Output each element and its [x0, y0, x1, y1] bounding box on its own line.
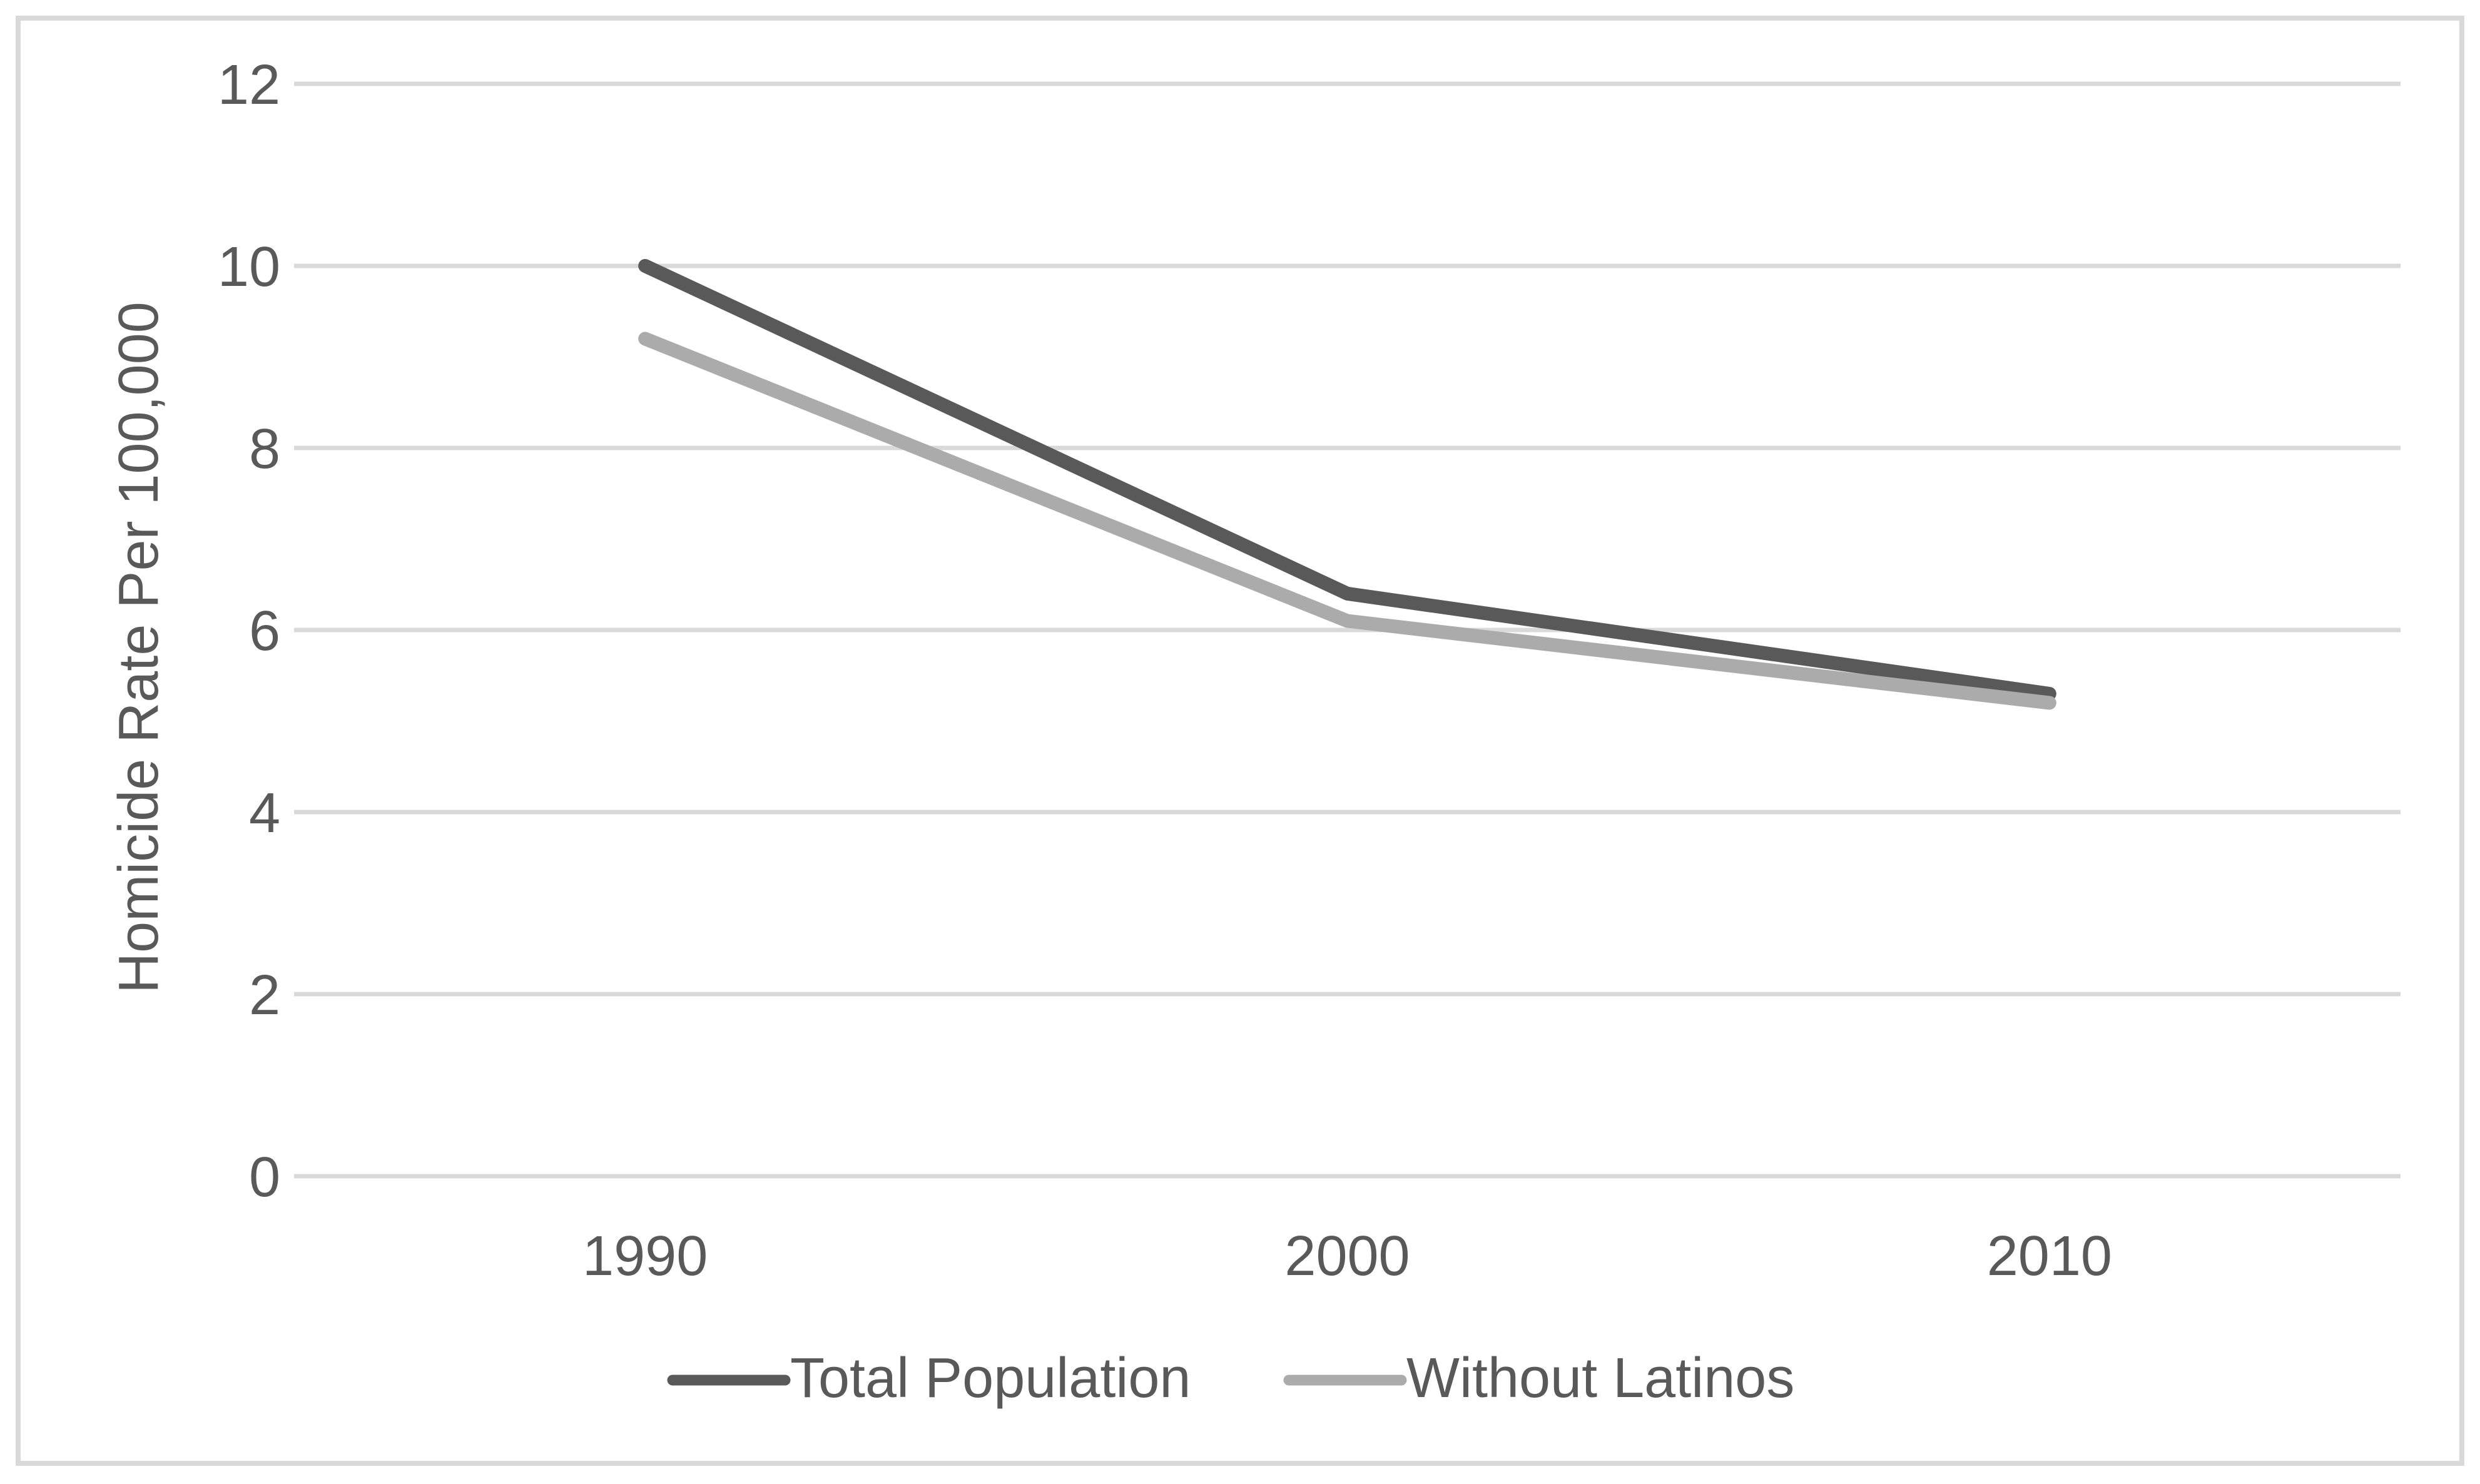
- y-axis-title: Homicide Rate Per 100,000: [108, 302, 170, 994]
- y-tick-label-0: 0: [249, 1146, 280, 1209]
- legend: Total Population Without Latinos: [667, 1347, 1794, 1410]
- series-line-total-population: [638, 259, 2056, 701]
- y-tick-label-4: 4: [249, 782, 280, 845]
- x-tick-label-2000: 2000: [1284, 1225, 1410, 1288]
- legend-label-total-population: Total Population: [790, 1347, 1191, 1410]
- y-tick-label-12: 12: [218, 54, 280, 116]
- y-tick-label-6: 6: [249, 600, 280, 663]
- x-tick-label-2010: 2010: [1987, 1225, 2112, 1288]
- y-tick-label-2: 2: [249, 964, 280, 1027]
- series-line-without-latinos: [638, 332, 2056, 710]
- y-axis-tick-labels: 0 2 4 6 8 10 12: [218, 54, 280, 1209]
- x-axis-tick-labels: 1990 2000 2010: [582, 1225, 2112, 1288]
- chart-border: [16, 16, 2464, 1466]
- y-tick-label-8: 8: [249, 418, 280, 480]
- y-tick-label-10: 10: [218, 236, 280, 298]
- x-tick-label-1990: 1990: [582, 1225, 708, 1288]
- gridlines: [294, 81, 2401, 1179]
- series-lines: [638, 259, 2056, 710]
- legend-label-without-latinos: Without Latinos: [1406, 1347, 1794, 1410]
